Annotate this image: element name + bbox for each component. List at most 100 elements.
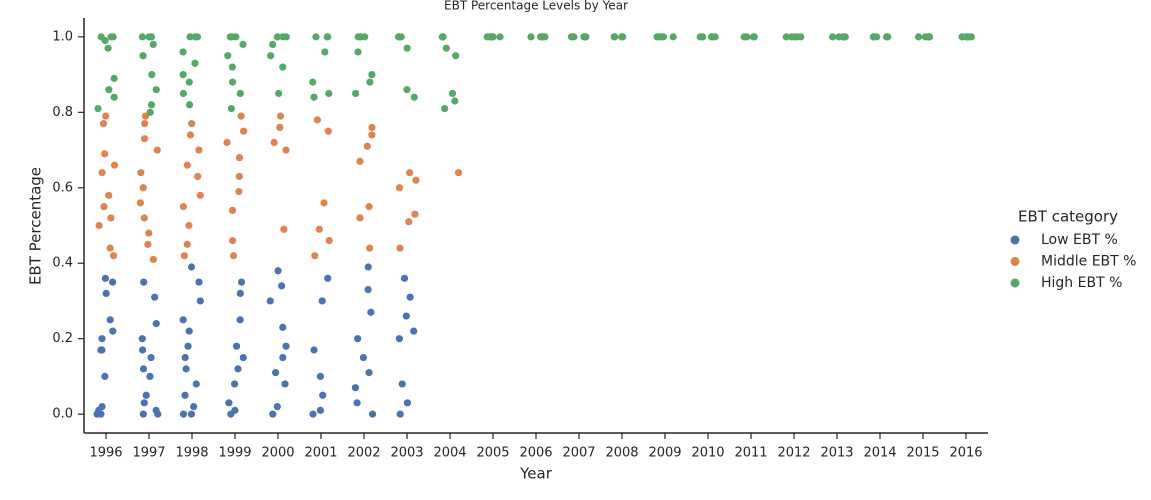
point <box>707 33 716 41</box>
point <box>321 48 329 56</box>
point <box>364 263 372 271</box>
point <box>98 346 106 354</box>
point <box>441 104 449 113</box>
y-tick-label: 0.8 <box>52 105 73 120</box>
point <box>364 286 372 294</box>
point <box>282 33 290 41</box>
point <box>146 108 154 116</box>
point <box>537 33 546 41</box>
point <box>486 33 494 41</box>
point <box>403 44 411 52</box>
point <box>924 33 933 41</box>
point <box>137 169 145 177</box>
point <box>109 33 117 41</box>
x-tick-label: 2011 <box>734 446 767 461</box>
point <box>368 70 376 79</box>
x-tick-label: 1996 <box>89 446 122 461</box>
point <box>354 335 362 343</box>
point <box>400 274 409 282</box>
point <box>274 267 282 275</box>
x-tick-label: 2004 <box>433 446 466 461</box>
point <box>105 86 113 94</box>
point <box>320 199 328 207</box>
point <box>144 240 152 248</box>
x-tick-label: 2005 <box>476 446 509 461</box>
point <box>190 402 198 411</box>
point <box>740 33 748 41</box>
point <box>266 297 274 305</box>
point <box>396 244 404 252</box>
point <box>235 187 243 196</box>
point <box>152 319 160 328</box>
point <box>139 410 147 418</box>
point <box>99 120 108 128</box>
point <box>195 146 203 154</box>
y-tick-label: 0.4 <box>52 256 73 271</box>
point <box>153 146 161 154</box>
point <box>194 172 202 181</box>
point <box>185 221 193 230</box>
point <box>311 252 319 260</box>
point <box>395 33 403 41</box>
legend-label: Low EBT % <box>1041 232 1118 248</box>
point <box>138 33 147 41</box>
point <box>914 33 923 41</box>
point <box>192 380 200 388</box>
legend-marker <box>1010 235 1020 245</box>
point <box>406 169 414 177</box>
point <box>270 138 278 147</box>
point <box>97 33 105 41</box>
point <box>313 116 321 124</box>
point <box>280 225 288 233</box>
point <box>272 369 280 377</box>
point <box>230 380 239 388</box>
x-tick-label: 2001 <box>304 446 337 461</box>
point <box>368 131 376 139</box>
point <box>611 33 619 41</box>
point <box>191 59 199 67</box>
point <box>148 70 156 79</box>
legend-marker <box>1010 257 1020 266</box>
point <box>179 410 188 418</box>
point <box>139 52 147 60</box>
point <box>180 252 188 260</box>
y-tick-label: 0.6 <box>52 180 73 195</box>
y-tick-label: 0.0 <box>52 407 73 422</box>
point <box>454 169 463 177</box>
point <box>231 406 239 414</box>
point <box>582 33 590 41</box>
point <box>227 104 235 113</box>
point <box>228 206 237 215</box>
point <box>365 203 373 211</box>
point <box>110 161 119 169</box>
point <box>195 278 203 286</box>
point <box>398 380 406 388</box>
point <box>324 127 332 135</box>
x-tick-label: 2006 <box>519 446 552 461</box>
point <box>353 399 361 407</box>
point <box>368 123 376 132</box>
x-tick-label: 2000 <box>261 446 294 461</box>
point <box>793 33 801 41</box>
point <box>138 335 146 343</box>
point <box>151 293 159 301</box>
point <box>237 112 245 120</box>
point <box>405 218 413 226</box>
point <box>100 203 108 211</box>
point <box>181 353 189 362</box>
x-tick-label: 2009 <box>648 446 681 461</box>
point <box>325 236 333 245</box>
point <box>352 89 360 98</box>
point <box>98 402 106 411</box>
point <box>188 120 196 128</box>
point <box>138 346 147 354</box>
point <box>448 89 457 98</box>
point <box>234 365 242 373</box>
point <box>750 33 758 41</box>
point <box>279 323 287 331</box>
point <box>669 33 677 41</box>
legend-marker <box>1010 278 1020 288</box>
point <box>187 410 196 418</box>
point <box>279 63 287 71</box>
y-tick-label: 1.0 <box>52 29 73 44</box>
